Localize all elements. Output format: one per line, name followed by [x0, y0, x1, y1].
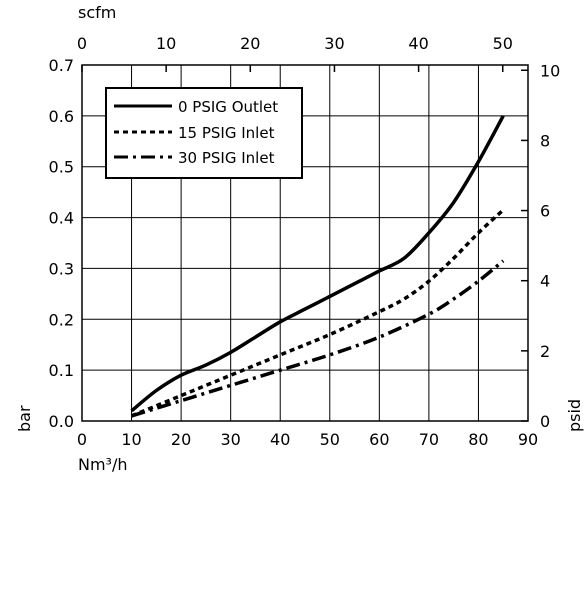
x-tick-label-20: 20 [171, 430, 191, 449]
x-tick-label-0: 0 [77, 430, 87, 449]
legend-box [105, 87, 303, 179]
y2-tick-label-2: 2 [540, 342, 550, 361]
series-lines [130, 115, 505, 418]
y-tick-label-0.5: 0.5 [49, 158, 74, 177]
y-tick-label-0.4: 0.4 [49, 209, 74, 228]
y-tick-label-0.0: 0.0 [49, 412, 74, 431]
y2-tick-label-4: 4 [540, 272, 550, 291]
x-tick-label-10: 10 [121, 430, 141, 449]
series-line-15-psig-inlet [130, 208, 505, 418]
x2-tick-label-30: 30 [324, 34, 344, 53]
x-tick-label-70: 70 [419, 430, 439, 449]
x2-tick-label-40: 40 [408, 34, 428, 53]
y-tick-label-0.1: 0.1 [49, 361, 74, 380]
x2-tick-label-0: 0 [77, 34, 87, 53]
y2-tick-label-10: 10 [540, 61, 560, 80]
grid-lines [81, 65, 528, 422]
series-line-0-psig-outlet [130, 115, 505, 413]
y-tick-label-0.7: 0.7 [49, 56, 74, 75]
legend: 0 PSIG Outlet 15 PSIG Inlet 30 PSIG Inle… [105, 87, 303, 179]
x2-tick-label-20: 20 [240, 34, 260, 53]
y2-tick-label-8: 8 [540, 131, 550, 150]
x2-axis-title: scfm [78, 3, 116, 22]
y-tick-label-0.3: 0.3 [49, 259, 74, 278]
x2-tick-label-10: 10 [156, 34, 176, 53]
x-tick-label-30: 30 [220, 430, 240, 449]
x2-tick-label-50: 50 [493, 34, 513, 53]
tick-labels: 0 10 20 30 40 50 60 70 80 900.00.10.20.30.40.50.6… [49, 34, 561, 449]
y-tick-label-0.6: 0.6 [49, 107, 74, 126]
y2-tick-label-6: 6 [540, 202, 550, 221]
legend-label-30-psig-inlet: 30 PSIG Inlet [178, 149, 275, 167]
x-tick-label-60: 60 [369, 430, 389, 449]
y-tick-label-0.2: 0.2 [49, 310, 74, 329]
y-axis-title: bar [15, 405, 34, 432]
x-tick-label-40: 40 [270, 430, 290, 449]
x-tick-label-90: 90 [518, 430, 538, 449]
legend-label-0-psig-outlet: 0 PSIG Outlet [178, 98, 278, 116]
legend-label-15-psig-inlet: 15 PSIG Inlet [178, 124, 275, 142]
x-tick-label-50: 50 [320, 430, 340, 449]
y2-axis-title: psid [565, 399, 584, 432]
plot-frame [81, 64, 529, 422]
series-line-30-psig-inlet [131, 259, 505, 418]
x-axis-title: Nm³/h [78, 455, 128, 474]
y2-tick-label-0: 0 [540, 412, 550, 431]
x-tick-label-80: 80 [468, 430, 488, 449]
